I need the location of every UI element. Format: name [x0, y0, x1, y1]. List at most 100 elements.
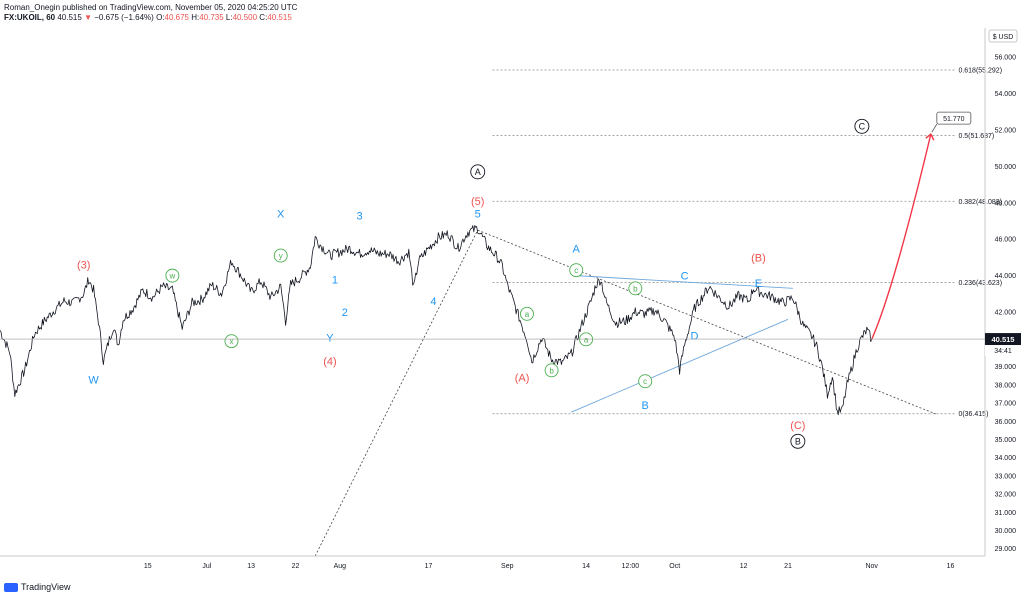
wave-label-circle: [520, 306, 534, 321]
wave-label: A: [573, 243, 581, 255]
x-tick-label: 13: [247, 563, 255, 570]
wave-label: X: [277, 209, 285, 221]
x-tick-label: Sep: [501, 563, 514, 570]
y-tick-label: 29.000: [995, 546, 1017, 553]
y-tick-label: 34.000: [995, 455, 1017, 462]
fib-level-label: 0.236(43.623): [958, 280, 1002, 287]
x-tick-label: Aug: [334, 563, 347, 570]
trendline: [477, 229, 936, 415]
wave-label: C: [859, 121, 866, 131]
x-tick-label: 12: [740, 563, 748, 570]
wave-label-circle: [628, 281, 643, 296]
projection-target-box: [936, 111, 972, 125]
countdown-box: [985, 345, 1021, 357]
wave-label: b: [549, 366, 554, 375]
wave-label-circle: [854, 118, 870, 134]
wave-label: x: [229, 337, 233, 346]
price-series: [0, 225, 873, 416]
x-tick-label: 17: [425, 563, 433, 570]
current-price-label: 40.515: [992, 335, 1015, 344]
x-tick-label: 16: [947, 563, 955, 570]
price-change: −0.675 (−1.64%): [94, 13, 154, 22]
wave-label-circle: [273, 248, 288, 263]
currency-label: $ USD: [993, 34, 1014, 41]
low-label: L:: [225, 13, 233, 22]
y-tick-label: 54.000: [995, 91, 1017, 98]
brand-name: TradingView: [21, 582, 71, 592]
wave-label: c: [643, 377, 647, 386]
x-tick-label: 14: [582, 563, 590, 570]
high-label: H:: [191, 13, 200, 22]
y-tick-label: 31.000: [995, 510, 1017, 517]
x-tick-label: Oct: [669, 563, 680, 570]
y-tick-label: 33.000: [995, 473, 1017, 480]
y-tick-label: 30.000: [995, 528, 1017, 535]
wave-label: c: [574, 266, 578, 275]
wave-label: (B): [751, 252, 766, 264]
wave-label: Y: [326, 333, 334, 345]
y-tick-label: 32.000: [995, 492, 1017, 499]
wave-label-circle: [165, 268, 180, 283]
fib-level-label: 0.5(51.687): [958, 133, 994, 140]
trendlines: [314, 229, 936, 557]
wave-label: 4: [430, 296, 436, 308]
wave-label: 5: [475, 209, 481, 221]
wave-label: y: [279, 252, 283, 261]
x-tick-label: 21: [784, 563, 792, 570]
trendline: [571, 318, 789, 413]
currency-box: [988, 29, 1018, 43]
y-tick-label: 35.000: [995, 437, 1017, 444]
wave-label-circle: [790, 433, 806, 449]
fib-level-label: 0(36.415): [958, 411, 988, 418]
publisher-line: Roman_Onegin published on TradingView.co…: [4, 3, 298, 12]
symbol-name: FX:UKOIL, 60: [4, 13, 56, 22]
symbol-line: FX:UKOIL, 60 40.515 ▼ −0.675 (−1.64%) O:…: [4, 13, 292, 22]
price-line: [0, 225, 873, 416]
projection-arrow-head: [925, 133, 935, 141]
open-label: O:: [156, 13, 165, 22]
wave-label: (A): [515, 373, 530, 385]
fib-level-label: 0.618(55.292): [958, 68, 1002, 75]
x-tick-label: 15: [144, 563, 152, 570]
wave-labels: (3) Ww x y X 1 2 Y (4) 3 4 A (5)5 a (A) b Ac a b c B C D (B) E (C…: [77, 118, 870, 449]
y-tick-label: 39.000: [995, 364, 1017, 371]
y-tick-label: 42.000: [995, 310, 1017, 317]
close-label: C:: [259, 13, 268, 22]
wave-label-circle: [544, 363, 559, 378]
y-tick-label: 37.000: [995, 401, 1017, 408]
wave-label: (C): [790, 420, 805, 432]
x-tick-label: Jul: [202, 563, 211, 570]
tradingview-logo-icon: [4, 582, 18, 592]
projection-target-pointer: [931, 123, 938, 133]
projection-target-label: 51.770: [943, 116, 965, 123]
wave-label: 3: [356, 211, 362, 223]
wave-label: 1: [332, 274, 338, 286]
wave-label: (3): [77, 260, 90, 272]
close-value: 40.515: [267, 13, 292, 22]
high-value: 40.735: [199, 13, 224, 22]
wave-label-circle: [638, 374, 653, 389]
fib-level-label: 0.382(48.083): [958, 199, 1002, 206]
wave-label: b: [633, 284, 638, 293]
y-tick-label: 38.000: [995, 382, 1017, 389]
wave-label: w: [168, 272, 175, 281]
y-tick-label: 50.000: [995, 164, 1017, 171]
y-tick-label: 52.000: [995, 127, 1017, 134]
countdown-label: 34:41: [994, 348, 1012, 355]
tradingview-logo[interactable]: TradingView: [4, 582, 71, 592]
wave-label: (5): [471, 196, 484, 208]
current-price-box: [985, 333, 1021, 346]
wave-label: a: [584, 335, 589, 344]
y-tick-label: 36.000: [995, 419, 1017, 426]
trendline: [576, 275, 793, 289]
x-tick-label: Nov: [865, 563, 878, 570]
wave-label: C: [681, 271, 689, 283]
projection-arrow: 51.770: [871, 111, 972, 340]
change-down-icon: ▼: [84, 13, 92, 22]
wave-label: W: [88, 374, 99, 386]
wave-label: B: [642, 400, 649, 412]
x-tick-label: 22: [292, 563, 300, 570]
last-price: 40.515: [57, 13, 82, 22]
wave-label: E: [755, 278, 762, 290]
